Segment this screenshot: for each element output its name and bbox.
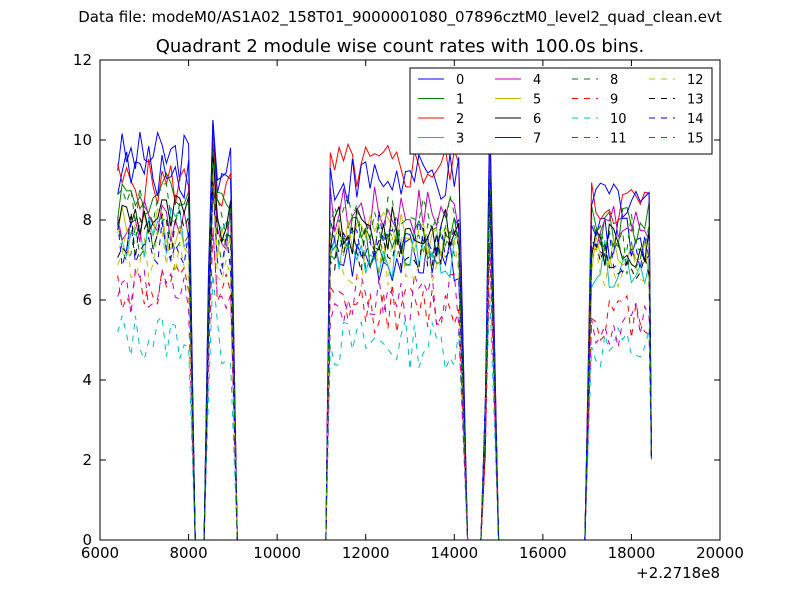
x-tick-label: 18000 <box>608 544 656 562</box>
legend-label-11: 11 <box>610 132 627 147</box>
legend-label-13: 13 <box>687 93 704 108</box>
series-line-15 <box>117 148 652 540</box>
legend-label-2: 2 <box>456 112 464 127</box>
series-line-4 <box>117 154 652 540</box>
legend-label-4: 4 <box>533 73 541 88</box>
y-tick-label: 10 <box>73 131 92 149</box>
series-group <box>117 108 652 540</box>
series-line-10 <box>117 274 652 540</box>
x-tick-label: 6000 <box>81 544 119 562</box>
series-line-12 <box>117 184 652 540</box>
x-offset-label: +2.2718e8 <box>636 564 720 582</box>
legend-label-0: 0 <box>456 73 464 88</box>
series-line-6 <box>117 149 652 540</box>
series-line-2 <box>117 108 652 540</box>
x-tick-label: 20000 <box>696 544 744 562</box>
data-file-title: Data file: modeM0/AS1A02_158T01_90000010… <box>78 8 722 26</box>
legend-label-10: 10 <box>610 112 627 127</box>
y-tick-label: 12 <box>73 51 92 69</box>
legend-box <box>409 67 713 155</box>
y-tick-label: 2 <box>82 451 92 469</box>
legend-label-12: 12 <box>687 73 704 88</box>
chart-title: Quadrant 2 module wise count rates with … <box>155 36 645 57</box>
legend-label-14: 14 <box>687 112 704 127</box>
y-tick-label: 0 <box>82 531 92 549</box>
y-tick-label: 6 <box>82 291 92 309</box>
legend-label-9: 9 <box>610 93 618 108</box>
legend-label-15: 15 <box>687 132 704 147</box>
x-tick-label: 16000 <box>519 544 567 562</box>
series-line-1 <box>117 143 652 540</box>
series-line-7 <box>117 116 652 540</box>
legend-label-8: 8 <box>610 73 618 88</box>
series-line-11 <box>117 227 652 540</box>
series-line-13 <box>117 181 652 540</box>
series-line-8 <box>117 183 652 540</box>
legend-label-6: 6 <box>533 112 541 127</box>
y-tick-label: 8 <box>82 211 92 229</box>
series-line-0 <box>117 119 652 540</box>
legend-label-1: 1 <box>456 93 464 108</box>
x-tick-label: 10000 <box>253 544 301 562</box>
legend-label-7: 7 <box>533 132 541 147</box>
series-line-9 <box>117 229 652 540</box>
legend-label-5: 5 <box>533 93 541 108</box>
series-line-14 <box>117 170 652 540</box>
series-line-5 <box>117 164 652 540</box>
legend-label-3: 3 <box>456 132 464 147</box>
y-tick-label: 4 <box>82 371 92 389</box>
x-tick-label: 14000 <box>430 544 478 562</box>
x-tick-label: 8000 <box>169 544 207 562</box>
series-line-3 <box>117 173 652 540</box>
x-tick-label: 12000 <box>342 544 390 562</box>
